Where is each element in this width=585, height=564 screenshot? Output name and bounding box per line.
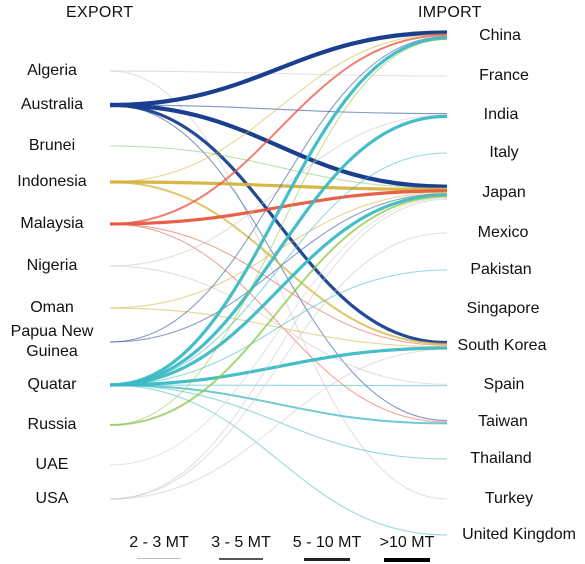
legend-swatch-3 — [384, 558, 430, 562]
importer-united-kingdom: United Kingdom — [462, 526, 576, 543]
exporter-papua-new-guinea: Papua New Guinea — [10, 323, 94, 360]
importer-spain: Spain — [483, 376, 525, 393]
importer-south-korea: South Korea — [457, 337, 547, 354]
exporter-indonesia: Indonesia — [17, 173, 87, 190]
import-header: IMPORT — [418, 4, 482, 21]
importer-pakistan: Pakistan — [470, 261, 532, 278]
legend-label-2: 5 - 10 MT — [292, 534, 362, 551]
flow-quatar-to-united-kingdom — [109, 384, 448, 536]
flow-quatar-to-taiwan — [109, 384, 448, 425]
flow-usa-to-south-korea — [109, 348, 448, 500]
flow-russia-to-china — [109, 38, 448, 426]
flow-nigeria-to-india — [109, 114, 448, 267]
legend-label-0: 2 - 3 MT — [129, 534, 189, 551]
exporter-uae: UAE — [35, 456, 69, 473]
flow-quatar-to-spain — [109, 384, 448, 387]
flow-malaysia-to-south-korea — [109, 223, 448, 346]
flow-algeria-to-france — [109, 70, 448, 77]
exporter-oman: Oman — [30, 299, 74, 316]
importer-japan: Japan — [482, 184, 526, 201]
importer-india: India — [483, 106, 519, 123]
exporter-usa: USA — [35, 490, 69, 507]
exporter-brunei: Brunei — [28, 137, 76, 154]
flow-malaysia-to-taiwan — [109, 223, 448, 423]
flow-australia-to-japan — [109, 102, 448, 189]
flow-australia-to-india — [109, 104, 448, 115]
flow-quatar-to-pakistan — [109, 269, 448, 386]
exporter-nigeria: Nigeria — [26, 257, 78, 274]
importer-mexico: Mexico — [477, 224, 529, 241]
exporter-australia: Australia — [20, 96, 84, 113]
exporter-quatar: Quatar — [27, 376, 77, 393]
flow-quatar-to-thailand — [109, 384, 448, 460]
flow-brunei-to-japan — [109, 145, 448, 189]
importer-taiwan: Taiwan — [478, 413, 528, 430]
flow-indonesia-to-china — [109, 33, 448, 183]
flow-malaysia-to-japan — [109, 189, 448, 226]
flow-quatar-to-italy — [109, 152, 448, 386]
flow-australia-to-south-korea — [109, 103, 448, 345]
legend-swatch-0 — [137, 558, 181, 559]
importer-turkey: Turkey — [484, 490, 534, 507]
flow-usa-to-mexico — [109, 232, 448, 500]
legend-swatch-2 — [304, 558, 350, 561]
importer-france: France — [479, 67, 529, 84]
exporter-malaysia: Malaysia — [20, 215, 84, 232]
flow-indonesia-to-south-korea — [109, 181, 448, 345]
exporter-algeria: Algeria — [27, 62, 77, 79]
exporter-russia: Russia — [27, 416, 77, 433]
importer-singapore: Singapore — [466, 300, 540, 317]
export-header: EXPORT — [66, 4, 134, 21]
flow-quatar-to-india — [109, 114, 448, 387]
flow-quatar-to-china — [109, 36, 448, 387]
flow-papua-new-guinea-to-china — [109, 36, 448, 343]
flow-papua-new-guinea-to-japan — [109, 193, 448, 343]
importer-italy: Italy — [489, 144, 519, 161]
flow-australia-to-china — [109, 30, 448, 108]
importer-china: China — [479, 27, 521, 44]
flow-indonesia-to-japan — [109, 180, 448, 192]
flow-usa-to-japan — [109, 198, 448, 500]
flow-russia-to-japan — [109, 195, 448, 426]
flow-malaysia-to-china — [109, 34, 448, 225]
legend-label-3: >10 MT — [379, 534, 435, 551]
legend-label-1: 3 - 5 MT — [211, 534, 271, 551]
flow-uae-to-japan — [109, 197, 448, 466]
flow-nigeria-to-spain — [109, 265, 448, 385]
legend-swatch-1 — [219, 558, 263, 560]
flow-quatar-to-japan — [109, 193, 448, 387]
importer-thailand: Thailand — [470, 450, 532, 467]
